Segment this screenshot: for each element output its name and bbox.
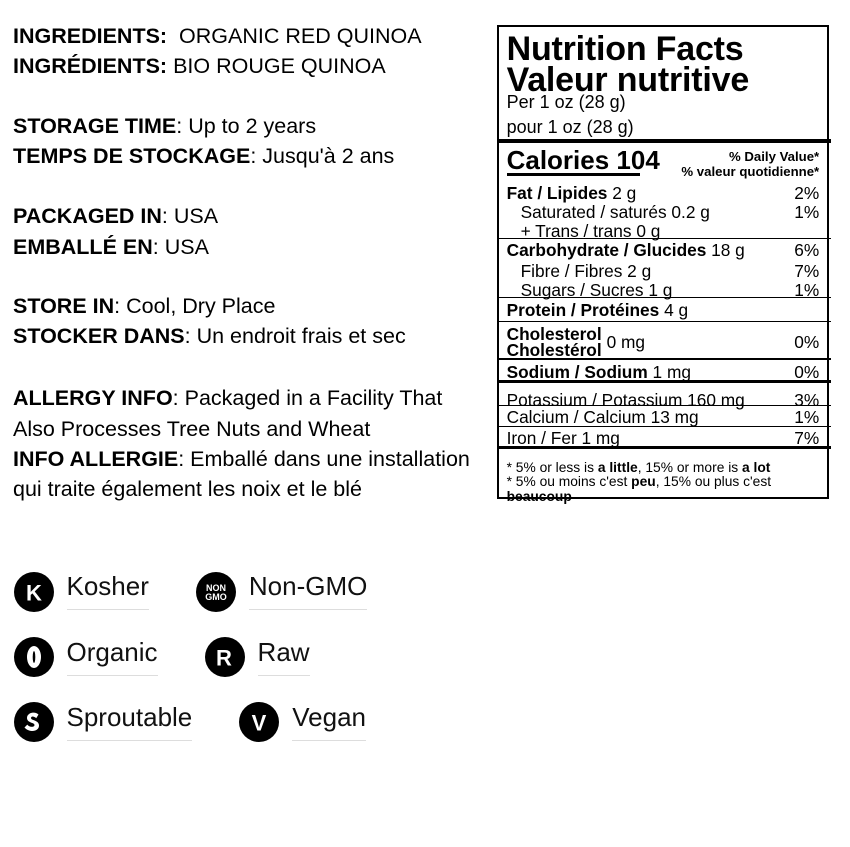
svg-text:V: V (252, 711, 267, 736)
svg-text:R: R (216, 646, 232, 671)
svg-text:K: K (26, 580, 42, 605)
svg-text:GMO: GMO (205, 592, 227, 602)
